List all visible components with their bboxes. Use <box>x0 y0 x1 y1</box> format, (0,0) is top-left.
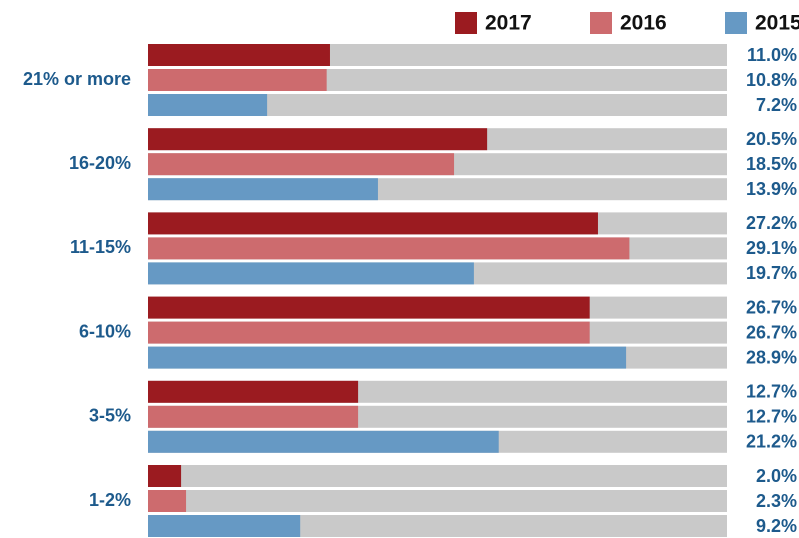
value-label: 20.5% <box>746 129 797 149</box>
value-label: 2.0% <box>756 466 797 486</box>
value-label: 21.2% <box>746 432 797 452</box>
bar-track <box>148 490 727 512</box>
value-label: 10.8% <box>746 70 797 90</box>
legend-label: 2016 <box>620 12 667 35</box>
bar <box>148 296 590 319</box>
category-label: 3-5% <box>89 406 131 426</box>
value-label: 12.7% <box>746 407 797 427</box>
bar <box>148 346 627 369</box>
value-label: 9.2% <box>756 516 797 536</box>
value-label: 19.7% <box>746 263 797 283</box>
category-label: 11-15% <box>70 237 131 257</box>
bar <box>148 237 630 260</box>
value-label: 7.2% <box>756 95 797 115</box>
legend-swatch <box>455 12 477 34</box>
bar <box>148 515 301 537</box>
bar <box>148 69 327 91</box>
bar <box>148 178 378 201</box>
legend-label: 2015 <box>755 12 799 35</box>
bar <box>148 430 499 453</box>
bar <box>148 465 182 487</box>
category-label: 16-20% <box>69 153 131 173</box>
bar-track <box>148 465 727 487</box>
value-label: 13.9% <box>746 179 797 199</box>
value-label: 27.2% <box>746 213 797 233</box>
legend-label: 2017 <box>485 12 532 35</box>
legend-swatch <box>590 12 612 34</box>
value-label: 26.7% <box>746 297 797 317</box>
value-label: 28.9% <box>746 347 797 367</box>
value-label: 11.0% <box>747 45 797 65</box>
bar <box>148 262 474 285</box>
bar <box>148 490 187 512</box>
bar <box>148 153 455 176</box>
value-label: 2.3% <box>756 491 797 511</box>
category-label: 21% or more <box>23 69 131 89</box>
bar <box>148 128 488 151</box>
bar <box>148 380 359 403</box>
bar <box>148 321 590 344</box>
legend-swatch <box>725 12 747 34</box>
value-label: 26.7% <box>746 322 797 342</box>
bar <box>148 212 598 235</box>
value-label: 29.1% <box>746 238 797 258</box>
bar <box>148 44 330 66</box>
bar <box>148 405 359 428</box>
category-label: 6-10% <box>79 321 131 341</box>
bar-track <box>148 94 727 116</box>
value-label: 18.5% <box>746 154 797 174</box>
bar <box>148 94 268 116</box>
category-label: 1-2% <box>89 490 131 510</box>
value-label: 12.7% <box>746 382 797 402</box>
